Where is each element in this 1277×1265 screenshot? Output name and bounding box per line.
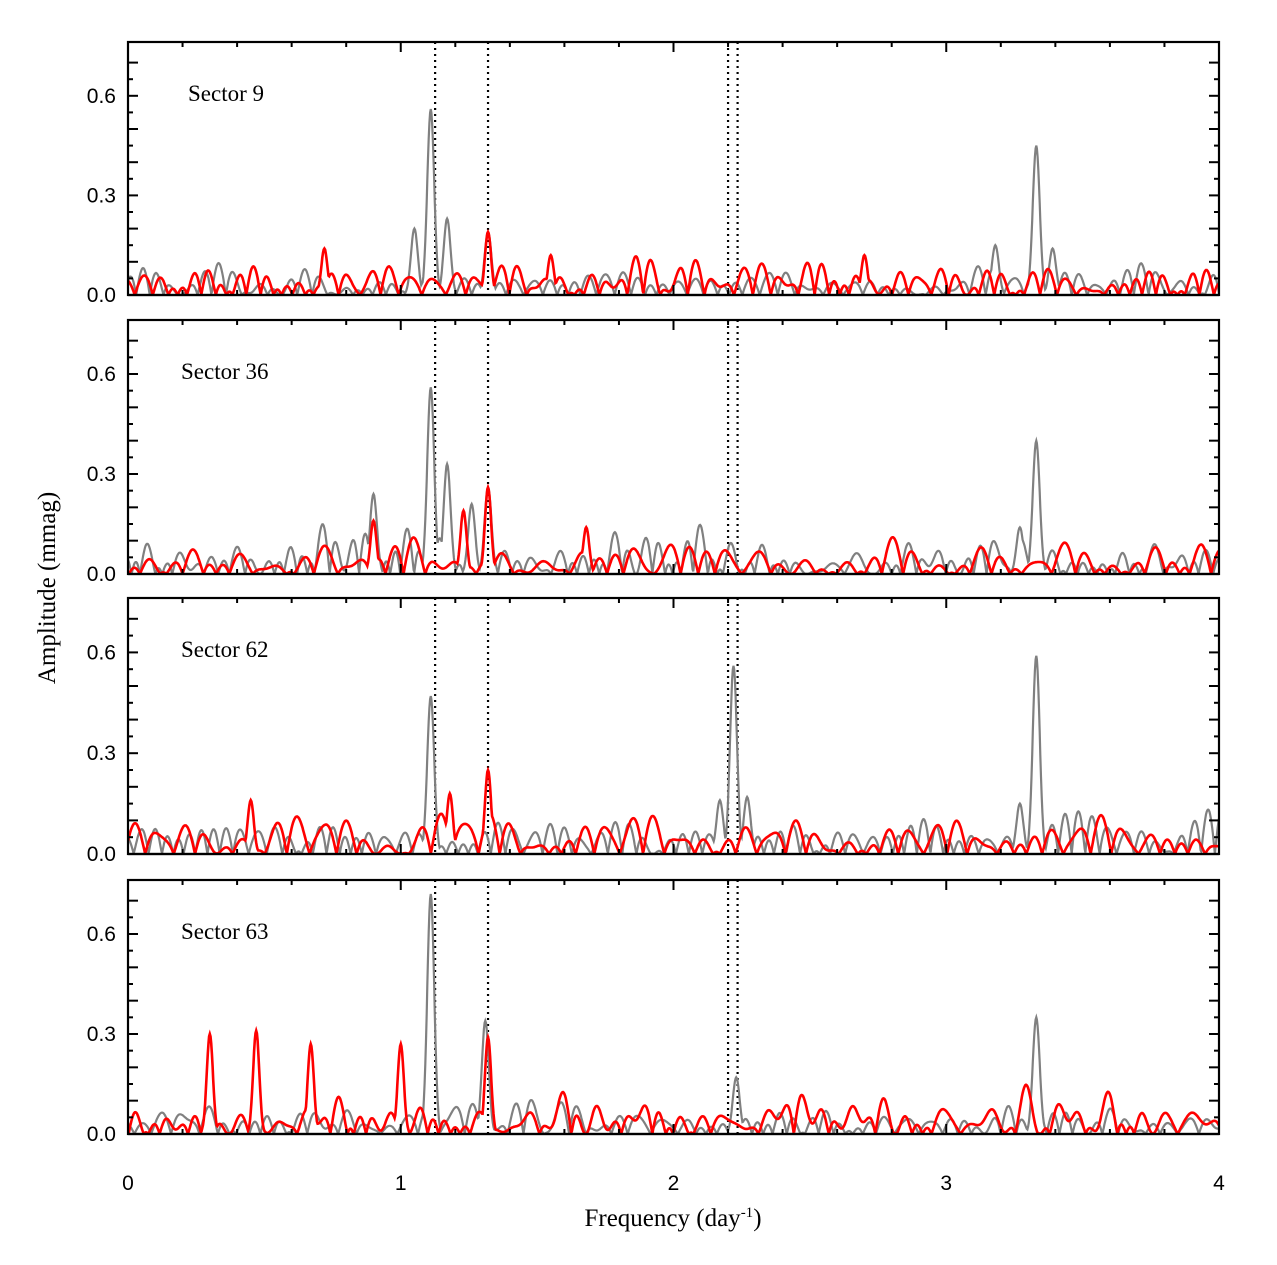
y-tick-label: 0.6 (87, 923, 116, 946)
x-tick-label: 4 (1213, 1172, 1225, 1195)
x-tick-label: 3 (940, 1172, 952, 1195)
x-axis-title-close: ) (753, 1205, 761, 1232)
y-tick-label: 0.3 (87, 1023, 116, 1046)
panel-frame (126, 878, 1221, 1136)
panel-4: 0.0 0.3 0.6 Sector 63 (87, 878, 1221, 1146)
y-tick-label: 0.6 (87, 85, 116, 108)
y-tick-label: 0.0 (87, 563, 116, 586)
x-tick-label: 1 (395, 1172, 407, 1195)
y-tick-label: 0.0 (87, 1123, 116, 1146)
series-prewhitened-line (128, 228, 1219, 295)
x-axis-title-main: Frequency (day (584, 1205, 741, 1232)
series-prewhitened-line (128, 766, 1219, 854)
x-tick-labels: 0 1 2 3 4 (122, 1172, 1225, 1195)
x-tick-label: 2 (668, 1172, 680, 1195)
y-tick-label: 0.0 (87, 843, 116, 866)
panel-2: 0.0 0.3 0.6 Sector 36 (87, 318, 1221, 586)
series-original-line (128, 108, 1219, 295)
x-axis-title-superscript: -1 (741, 1205, 754, 1221)
panel-1: 0.0 0.3 0.6 Sector 9 (87, 40, 1221, 307)
panels: 0.00.30.6 Sector 90.00.30.6 Sector 360.00.… (87, 40, 1221, 1146)
series-original-line (128, 893, 1219, 1134)
x-axis-title: Frequency (day-1) (584, 1205, 761, 1232)
y-tick-label: 0.3 (87, 184, 116, 207)
sector-label: Sector 63 (181, 919, 269, 944)
sector-label: Sector 62 (181, 637, 269, 662)
y-tick-label: 0.0 (87, 284, 116, 307)
sector-label: Sector 36 (181, 359, 269, 384)
x-tick-label: 0 (122, 1172, 134, 1195)
y-tick-label: 0.6 (87, 641, 116, 664)
panel-3: 0.0 0.3 0.6 Sector 62 (87, 596, 1221, 866)
series-prewhitened-line (128, 483, 1219, 574)
y-axis-title: Amplitude (mmag) (34, 492, 61, 684)
panel-frame (126, 596, 1221, 856)
panel-frame (126, 318, 1221, 576)
y-tick-label: 0.3 (87, 742, 116, 765)
sector-label: Sector 9 (188, 81, 264, 106)
y-tick-label: 0.6 (87, 363, 116, 386)
y-tick-label: 0.3 (87, 463, 116, 486)
